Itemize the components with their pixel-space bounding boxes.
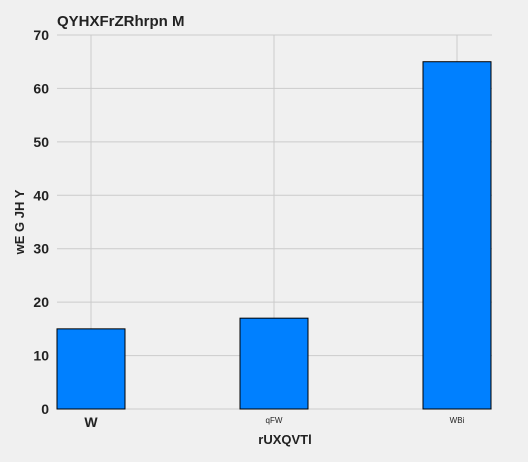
y-tick-label: 50 xyxy=(33,134,49,150)
x-tick-label: W xyxy=(84,414,98,430)
x-axis-title: rUXQVTl xyxy=(258,432,311,447)
chart-title: QYHXFrZRhrpn M xyxy=(57,13,185,30)
bar-qFW xyxy=(239,317,309,410)
y-tick-label: 70 xyxy=(33,27,49,43)
y-tick-label: 40 xyxy=(33,187,49,203)
y-axis-ticks: 0 10 20 30 40 50 60 70 xyxy=(33,27,49,417)
x-tick-label: qFW xyxy=(266,416,283,425)
y-tick-label: 10 xyxy=(33,348,49,364)
y-tick-label: 20 xyxy=(33,294,49,310)
bars xyxy=(56,61,492,410)
bar-W xyxy=(56,328,126,410)
y-tick-label: 60 xyxy=(33,80,49,96)
y-tick-label: 30 xyxy=(33,241,49,257)
x-tick-label: WBi xyxy=(450,416,465,425)
y-axis-title: wE G JH Y xyxy=(12,189,27,255)
y-tick-label: 0 xyxy=(41,401,49,417)
bar-WBi xyxy=(422,61,492,410)
